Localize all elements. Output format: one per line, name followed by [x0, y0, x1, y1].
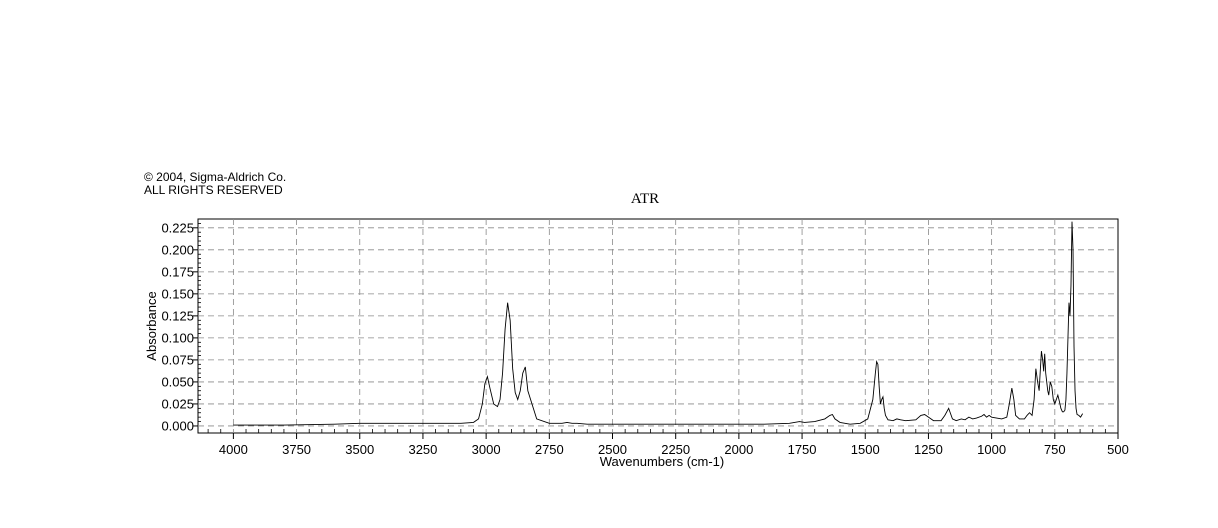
y-tick-label: 0.200	[161, 242, 194, 257]
grid-lines	[198, 219, 1118, 433]
y-tick-label: 0.225	[161, 220, 194, 235]
y-tick-labels: 0.000 0.025 0.050 0.075 0.100 0.125 0.150 0.175…	[161, 220, 194, 433]
x-tick-labels: 4000 3750 3500 3250 3000 2750 2500 2250 2000 1750…	[219, 442, 1129, 457]
x-tick-label: 4000	[219, 442, 248, 457]
y-tick-label: 0.025	[161, 396, 194, 411]
x-axis-title: Wavenumbers (cm-1)	[600, 454, 724, 469]
x-tick-label: 500	[1107, 442, 1129, 457]
y-tick-label: 0.125	[161, 308, 194, 323]
minor-ticks	[193, 223, 1119, 439]
x-tick-label: 2500	[598, 442, 627, 457]
copyright-line-2: ALL RIGHTS RESERVED	[144, 183, 283, 197]
y-tick-label: 0.175	[161, 264, 194, 279]
x-tick-label: 3750	[282, 442, 311, 457]
chart-title: ATR	[631, 191, 659, 207]
copyright-line-1: © 2004, Sigma-Aldrich Co.	[144, 170, 287, 184]
x-tick-label: 3500	[345, 442, 374, 457]
spectrum-line	[233, 221, 1084, 426]
x-tick-label: 2250	[661, 442, 690, 457]
y-tick-label: 0.100	[161, 330, 194, 345]
x-tick-label: 3000	[472, 442, 501, 457]
x-tick-label: 750	[1044, 442, 1066, 457]
x-tick-label: 3250	[408, 442, 437, 457]
y-tick-label: 0.050	[161, 374, 194, 389]
x-tick-label: 1750	[788, 442, 817, 457]
x-tick-label: 1500	[851, 442, 880, 457]
x-tick-label: 2000	[724, 442, 753, 457]
x-tick-label: 1000	[977, 442, 1006, 457]
plot-frame	[197, 218, 1119, 434]
x-tick-label: 2750	[535, 442, 564, 457]
y-axis-title: Absorbance	[144, 291, 159, 360]
copyright-notice: © 2004, Sigma-Aldrich Co. ALL RIGHTS RES…	[144, 171, 286, 197]
x-tick-label: 1250	[914, 442, 943, 457]
y-tick-label: 0.000	[161, 418, 194, 433]
y-tick-label: 0.150	[161, 286, 194, 301]
y-tick-label: 0.075	[161, 352, 194, 367]
